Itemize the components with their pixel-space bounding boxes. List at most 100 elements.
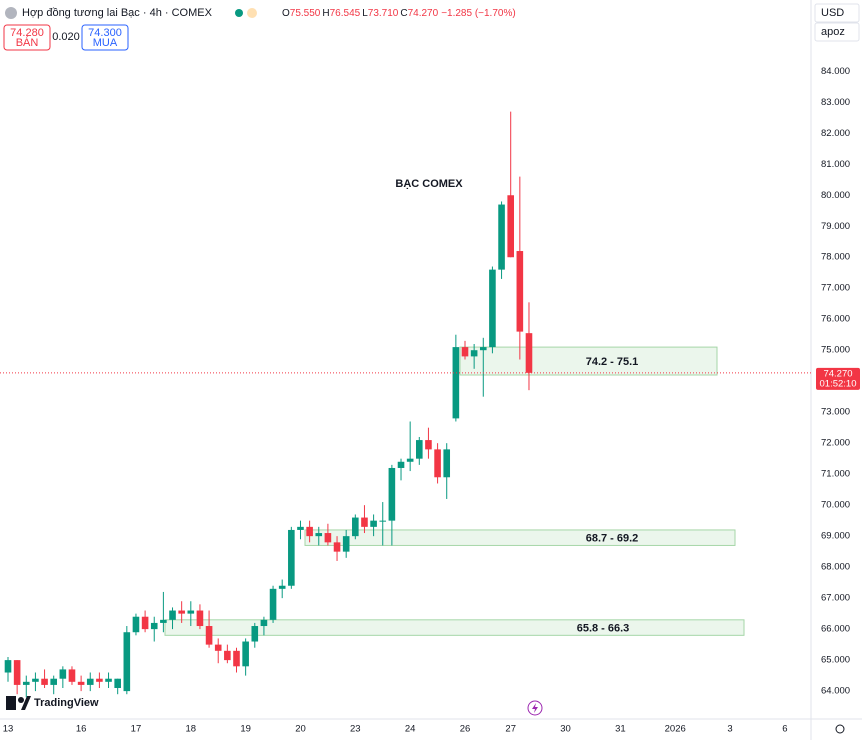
candle-body [105,678,112,682]
ohlc-label: H [322,8,329,19]
y-tick-label: 80.000 [821,190,850,201]
candle-body [379,520,387,522]
ohlc-label: L [362,8,368,19]
status-dot [235,9,243,17]
brand-logo[interactable]: TradingView [6,696,99,710]
candle-body [251,626,259,642]
x-tick-label: 30 [560,724,571,735]
x-tick-label: 20 [295,724,306,735]
y-tick-label: 69.000 [821,531,850,542]
x-tick-label: 17 [131,724,142,735]
y-tick-label: 78.000 [821,252,850,263]
candle-body [425,440,432,450]
candle-body [77,681,85,685]
candle-body [260,619,268,627]
y-tick-label: 83.000 [821,97,850,108]
ohlc-value: 75.550 [290,8,321,19]
y-tick-label: 68.000 [821,562,850,573]
candle-body [41,678,48,685]
candle-body [470,350,478,357]
candle-body [416,440,423,459]
buy-label: MUA [93,37,118,49]
x-tick-label: 27 [505,724,516,735]
x-tick-label: 24 [405,724,416,735]
zone-label: 74.2 - 75.1 [586,356,639,368]
unit: apoz [821,26,845,38]
zone [304,529,736,546]
countdown: 01:52:10 [820,378,857,389]
y-tick-label: 67.000 [821,593,850,604]
candle-body [123,632,131,692]
legend-header: Hợp đồng tương lai Bạc · 4h · COMEX O75.5… [22,7,516,19]
candle-body [361,517,368,527]
candle-body [4,660,12,673]
candle-body [224,650,231,661]
sell-button[interactable] [3,24,51,51]
symbol-icon[interactable] [5,7,17,19]
candle-body [205,626,213,645]
candle-body [461,347,469,357]
change: −1.285 (−1.70%) [441,8,516,19]
candle-body [489,269,496,348]
candle-body [132,616,140,633]
y-tick-label: 77.000 [821,283,850,294]
logo-mark [6,696,16,710]
unit-dropdown[interactable] [814,22,860,42]
last-price-box [816,367,860,390]
candle-body [86,678,94,685]
sell-price: 74.280 [10,27,44,39]
candle-body [516,251,524,332]
y-tick-label: 71.000 [821,469,850,480]
candle-body [333,542,341,552]
y-tick-label: 79.000 [821,221,850,232]
x-tick-label: 19 [240,724,251,735]
candle-body [150,622,158,630]
ohlc-label: O [282,8,290,19]
logo-mark [18,697,24,703]
candle-body [452,347,460,419]
candle-body [32,678,39,682]
candle-body [214,644,222,651]
candle-body [169,610,176,620]
y-tick-label: 70.000 [821,500,850,511]
candle-body [297,526,304,530]
candle-body [233,650,240,667]
x-tick-label: 18 [186,724,197,735]
candle-body [50,678,57,685]
settings-icon[interactable] [835,724,845,734]
candle-body [352,517,359,537]
x-tick-label: 26 [460,724,471,735]
y-tick-label: 65.000 [821,655,850,666]
last-price-label: 74.270 [823,368,852,379]
status-dot [247,8,257,18]
brand: TradingView [34,697,99,709]
zone [164,619,745,636]
x-tick-label: 13 [3,724,14,735]
candle-body [141,616,149,630]
events-bolt [532,703,538,713]
y-tick-label: 75.000 [821,345,850,356]
y-tick-label: 82.000 [821,128,850,139]
x-tick-label: 23 [350,724,361,735]
x-tick-label: 16 [76,724,87,735]
candle-body [306,526,313,537]
y-tick-label: 81.000 [821,159,850,170]
x-tick-label: 3 [727,724,732,735]
candle-body [22,681,30,685]
candle-body [160,619,167,623]
candle-body [178,610,185,614]
ohlc-value: 74.270 [408,8,439,19]
candle-body [288,529,295,586]
currency-dropdown[interactable] [814,3,860,23]
buy-button[interactable] [81,24,129,51]
y-tick-label: 72.000 [821,438,850,449]
candle-body [479,347,487,351]
symbol-title: Hợp đồng tương lai Bạc · 4h · COMEX [22,7,213,19]
candle-body [114,678,121,689]
ohlc-value: 73.710 [368,8,399,19]
ohlc-label: C [400,8,407,19]
y-tick-label: 76.000 [821,314,850,325]
candle-body [388,467,396,521]
